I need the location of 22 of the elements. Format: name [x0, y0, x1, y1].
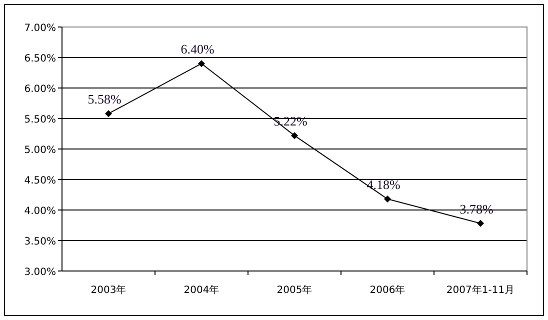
- x-tick-label: 2006年: [370, 284, 406, 296]
- y-tick-label: 7.00%: [24, 23, 56, 34]
- y-tick-label: 5.50%: [24, 114, 56, 126]
- point: [291, 132, 298, 140]
- point: [198, 60, 205, 68]
- data-label: 6.40%: [180, 42, 214, 57]
- x-tick-label: 2005年: [276, 284, 312, 296]
- y-tick-label: 3.50%: [24, 236, 56, 248]
- y-tick-label: 3.00%: [24, 267, 56, 278]
- x-tick-label: 2007年1-11月: [446, 284, 515, 296]
- y-tick-label: 5.00%: [24, 145, 56, 156]
- x-tick-label: 2003年: [90, 284, 126, 296]
- data-label: 4.18%: [366, 177, 400, 192]
- y-tick-label: 4.50%: [24, 176, 56, 186]
- x-tick-label: 2004年: [184, 284, 220, 296]
- y-tick-label: 4.00%: [24, 206, 56, 217]
- y-tick-label: 6.00%: [24, 84, 56, 95]
- point: [384, 196, 391, 203]
- point: [477, 220, 484, 227]
- data-label: 5.58%: [88, 92, 122, 107]
- y-tick-label: 6.50%: [24, 54, 56, 64]
- point: [105, 110, 112, 118]
